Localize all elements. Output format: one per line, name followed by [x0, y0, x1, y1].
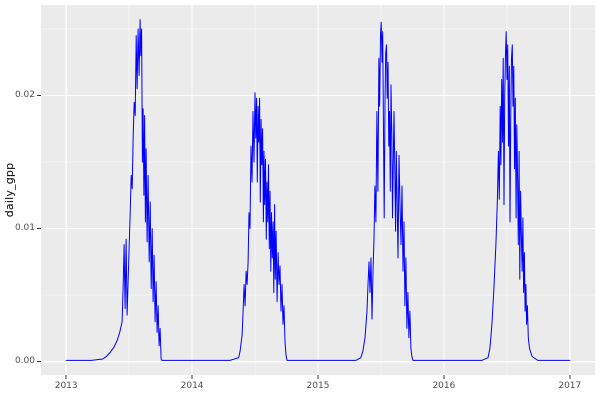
x-tick-label-2: 2015	[306, 381, 330, 391]
x-tick-label-3: 2016	[432, 381, 456, 391]
x-tick-label-1: 2014	[180, 381, 204, 391]
x-tick-label-4: 2017	[558, 381, 582, 391]
y-tick-label-2: 0.02	[14, 90, 35, 100]
y-tick-label-1: 0.01	[14, 223, 35, 234]
x-tick-label-0: 2013	[54, 381, 78, 391]
series-line-daily_gpp	[65, 19, 571, 361]
y-axis-title: daily_gpp	[3, 162, 16, 218]
y-tick-label-0: 0.00	[14, 356, 35, 367]
